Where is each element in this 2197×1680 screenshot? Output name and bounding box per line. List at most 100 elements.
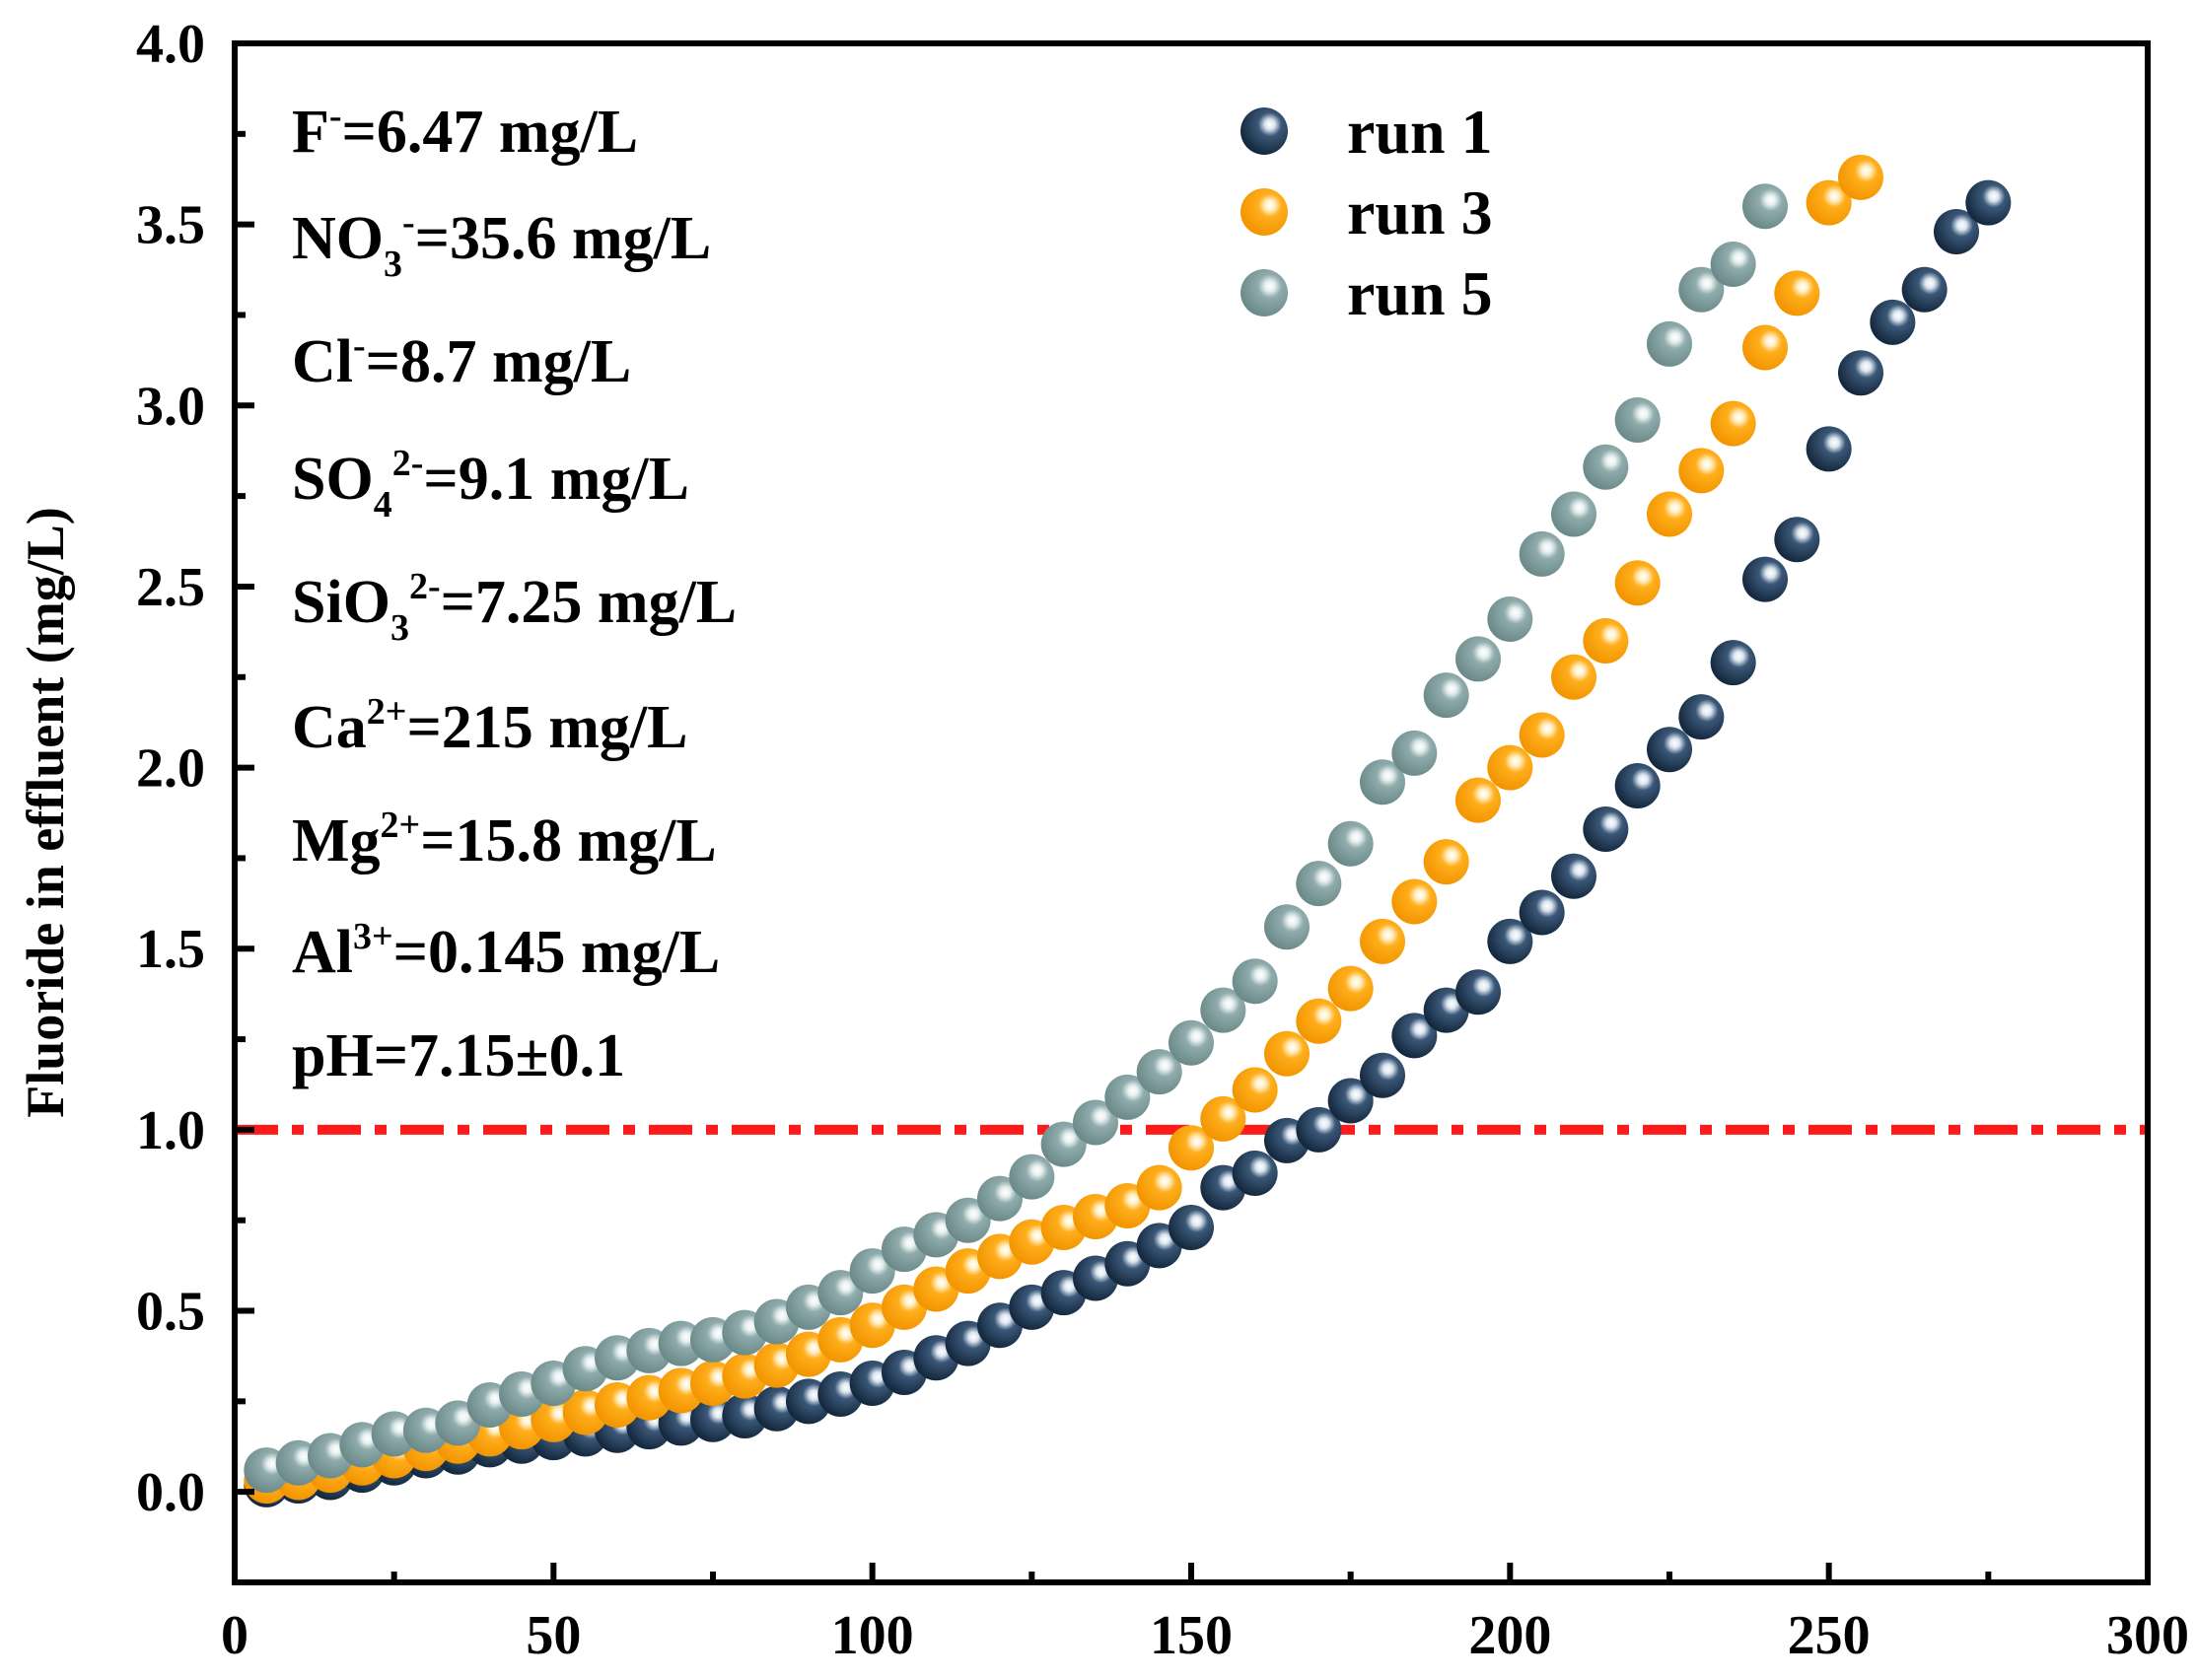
annotation-line: F-=6.47 mg/L xyxy=(292,96,638,166)
x-tick-label: 150 xyxy=(1150,1605,1233,1666)
axes: 0 50 100 150 200 250 300 0.0 0.5 1.0 1.5 2.0 2.5 3.0 3… xyxy=(136,14,2189,1666)
data-point xyxy=(1647,320,1692,367)
x-tick-label: 300 xyxy=(2106,1605,2189,1666)
data-point xyxy=(1232,1067,1278,1113)
annotation-line: SiO32-=7.25 mg/L xyxy=(292,566,737,649)
data-point xyxy=(1073,1099,1118,1146)
data-point xyxy=(1360,918,1405,964)
data-point xyxy=(1901,266,1948,313)
data-point xyxy=(1391,878,1438,925)
series-run-3 xyxy=(244,154,1883,1505)
data-point xyxy=(1264,1030,1310,1077)
data-point xyxy=(1742,556,1788,602)
data-point xyxy=(1519,530,1565,577)
data-point xyxy=(1423,672,1469,719)
x-tick-label: 200 xyxy=(1468,1605,1551,1666)
x-tick-label: 250 xyxy=(1788,1605,1871,1666)
data-point xyxy=(1678,448,1725,494)
series-run-5 xyxy=(244,183,1788,1494)
data-point xyxy=(1774,270,1820,316)
data-point xyxy=(1455,777,1501,823)
data-point xyxy=(1391,1013,1438,1059)
data-point xyxy=(1136,1164,1182,1211)
data-point xyxy=(1614,762,1661,808)
data-point xyxy=(1965,179,2012,226)
data-point xyxy=(1551,853,1596,899)
data-point xyxy=(1870,299,1916,345)
data-point xyxy=(1583,806,1629,853)
data-point xyxy=(1327,820,1374,867)
data-point xyxy=(1009,1154,1055,1200)
data-point xyxy=(1200,987,1246,1033)
data-point xyxy=(1838,350,1883,396)
data-point xyxy=(817,1270,864,1316)
data-point xyxy=(1455,636,1501,682)
annotation-line: SO42-=9.1 mg/L xyxy=(292,443,689,525)
legend-label: run 5 xyxy=(1347,258,1493,328)
data-point xyxy=(1647,491,1692,537)
data-point xyxy=(977,1175,1023,1222)
y-tick-label: 4.0 xyxy=(136,14,205,75)
data-point xyxy=(1104,1074,1151,1120)
data-point xyxy=(1614,560,1661,606)
data-point xyxy=(1232,958,1278,1005)
annotation-line: Mg2+=15.8 mg/L xyxy=(292,805,717,875)
annotation-line: Cl-=8.7 mg/L xyxy=(292,325,631,395)
data-point xyxy=(1678,266,1725,313)
y-tick-label: 2.5 xyxy=(136,557,205,618)
y-tick-label: 3.0 xyxy=(136,376,205,437)
data-point xyxy=(1551,491,1596,537)
legend-marker xyxy=(1240,107,1288,155)
data-point xyxy=(1806,179,1852,226)
data-point xyxy=(1327,965,1374,1012)
data-point xyxy=(1360,759,1405,805)
data-point xyxy=(1296,998,1342,1044)
legend-label: run 3 xyxy=(1347,177,1493,247)
data-point xyxy=(1169,1125,1214,1171)
annotation-block: F-=6.47 mg/L NO3-=35.6 mg/L Cl-=8.7 mg/L SO… xyxy=(292,96,737,1089)
data-point xyxy=(1327,1078,1374,1124)
data-point xyxy=(1136,1049,1182,1095)
data-point xyxy=(1040,1121,1087,1167)
y-tick-label: 2.0 xyxy=(136,738,205,800)
data-point xyxy=(849,1248,895,1295)
data-point xyxy=(1678,694,1725,740)
data-point xyxy=(1710,400,1756,447)
legend: run 1 run 3 run 5 xyxy=(1240,97,1493,328)
annotation-line: pH=7.15±0.1 xyxy=(292,1022,625,1089)
data-point xyxy=(1710,242,1756,288)
data-point xyxy=(1200,1095,1246,1142)
legend-marker xyxy=(1240,269,1288,316)
plot-area xyxy=(235,154,2148,1507)
legend-label: run 1 xyxy=(1347,97,1493,167)
data-point xyxy=(1423,839,1469,885)
data-point xyxy=(1169,1205,1214,1251)
data-point xyxy=(945,1197,991,1243)
data-point xyxy=(1774,517,1820,563)
y-tick-label: 3.5 xyxy=(136,195,205,256)
data-point xyxy=(1455,969,1501,1015)
y-tick-label: 0.5 xyxy=(136,1282,205,1343)
x-tick-label: 100 xyxy=(831,1605,914,1666)
y-tick-label: 1.5 xyxy=(136,919,205,980)
data-point xyxy=(1742,183,1788,230)
legend-marker xyxy=(1240,188,1288,236)
data-point xyxy=(1264,904,1310,950)
data-point xyxy=(1742,324,1788,371)
x-tick-label: 50 xyxy=(526,1605,581,1666)
data-point xyxy=(1487,595,1533,642)
data-point xyxy=(1934,208,1979,254)
y-tick-label: 1.0 xyxy=(136,1100,205,1161)
data-point xyxy=(1296,1106,1342,1153)
data-point xyxy=(1360,1052,1405,1098)
annotation-line: NO3-=35.6 mg/L xyxy=(292,202,711,285)
data-point xyxy=(1487,744,1533,791)
data-point xyxy=(1487,918,1533,964)
data-point xyxy=(1232,1150,1278,1196)
data-point xyxy=(1710,640,1756,686)
data-point xyxy=(1583,444,1629,490)
data-point xyxy=(1391,730,1438,776)
data-point xyxy=(1169,1019,1214,1066)
data-point xyxy=(1296,861,1342,907)
